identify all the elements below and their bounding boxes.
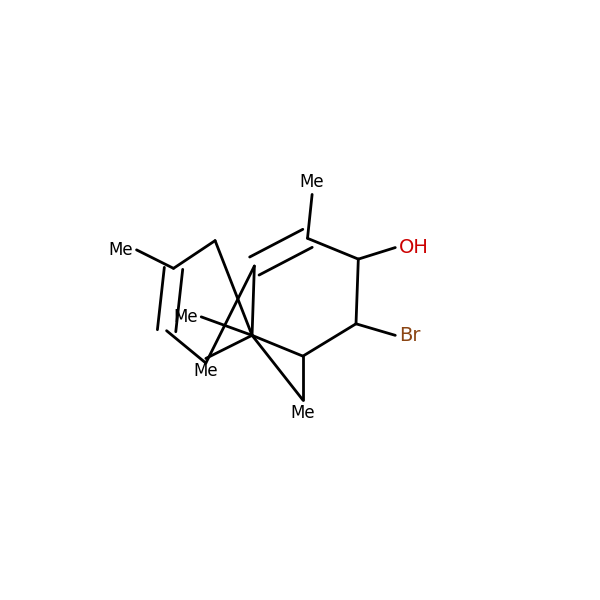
Text: Me: Me <box>108 241 133 259</box>
Text: Me: Me <box>173 308 197 326</box>
Text: Me: Me <box>300 173 325 191</box>
Text: Br: Br <box>399 326 421 345</box>
Text: Me: Me <box>290 404 315 422</box>
Text: Me: Me <box>194 362 218 380</box>
Text: OH: OH <box>399 238 429 257</box>
